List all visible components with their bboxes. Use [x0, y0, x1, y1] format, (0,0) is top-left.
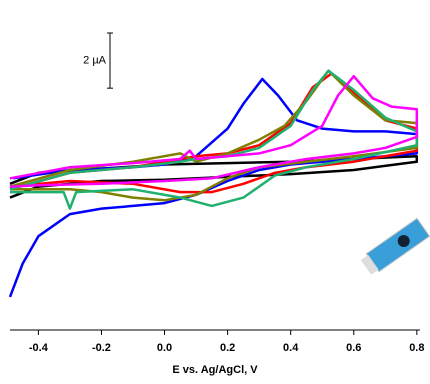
cv-curve [9, 74, 419, 188]
sensor-body [365, 217, 430, 273]
x-axis-label: E vs. Ag/AgCl, V [172, 364, 258, 376]
sensor-pins [360, 254, 379, 275]
x-tick-label: 0.6 [346, 342, 361, 354]
scale-bar-label: 2 µA [83, 54, 107, 66]
x-tick-label: 0.0 [157, 342, 172, 354]
x-tick-label: 0.8 [409, 342, 424, 354]
x-tick-label: 0.2 [220, 342, 235, 354]
sensor-eye [397, 235, 410, 248]
x-tick-label: -0.4 [29, 342, 49, 354]
x-tick-label: -0.2 [92, 342, 111, 354]
x-tick-label: 0.4 [283, 342, 299, 354]
cv-curve [8, 77, 419, 298]
sensor-image [360, 217, 430, 275]
